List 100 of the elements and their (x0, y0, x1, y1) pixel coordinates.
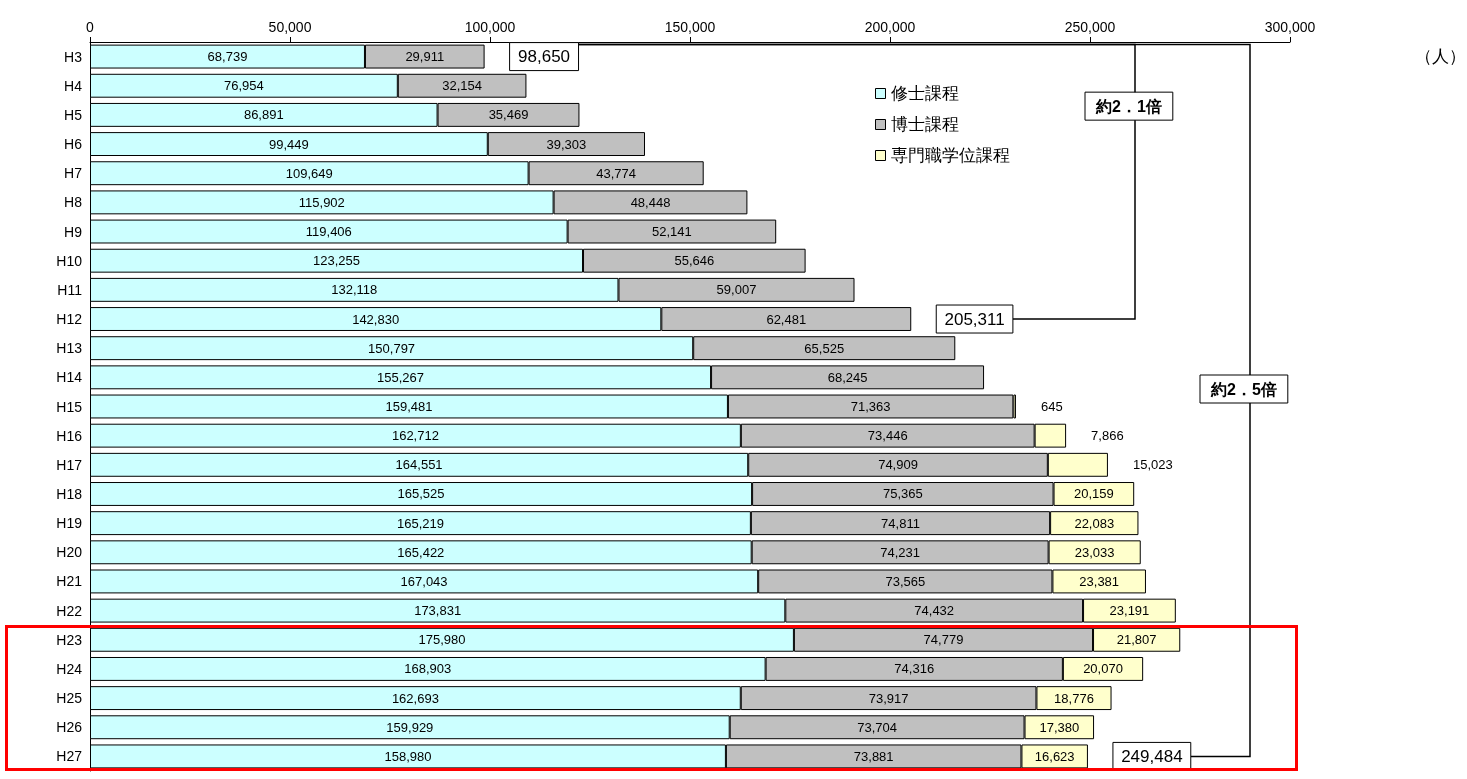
y-tick-label: H22 (56, 602, 83, 619)
y-tick-label: H26 (56, 719, 83, 736)
data-label: 99,449 (269, 136, 309, 152)
y-tick-label: H23 (56, 631, 83, 648)
x-tick-label: 250,000 (1064, 19, 1116, 35)
x-tick-label: 300,000 (1264, 19, 1316, 35)
legend-label: 修士課程 (890, 84, 959, 103)
annotation: 98,650 (518, 47, 571, 67)
data-label: 109,649 (285, 165, 333, 181)
y-tick-label: H20 (56, 544, 83, 561)
annotation: 約2．1倍 (1095, 97, 1162, 115)
data-label: 23,033 (1074, 544, 1115, 560)
y-tick-label: H10 (56, 252, 83, 269)
data-label: 162,712 (391, 428, 439, 444)
data-label: 73,446 (867, 428, 908, 444)
y-tick-label: H25 (56, 690, 83, 707)
y-tick-label: H17 (56, 456, 83, 473)
y-tick-label: H11 (57, 281, 83, 298)
data-label: 74,432 (914, 603, 955, 619)
data-label: 76,954 (224, 78, 264, 94)
data-label: 165,525 (397, 486, 445, 502)
x-tick-label: 0 (86, 19, 95, 35)
data-label: 168,903 (404, 661, 452, 677)
data-label: 55,646 (674, 253, 715, 269)
data-label: 32,154 (442, 78, 483, 94)
data-label: 73,917 (868, 690, 909, 706)
data-label: 20,070 (1083, 661, 1123, 677)
data-label: 15,023 (1132, 457, 1173, 473)
data-label: 173,831 (414, 603, 462, 619)
data-label: 142,830 (352, 311, 400, 327)
y-tick-label: H14 (56, 369, 83, 386)
data-label: 74,811 (881, 515, 920, 531)
data-label: 62,481 (766, 311, 807, 327)
legend-label: 博士課程 (890, 115, 959, 134)
data-label: 52,141 (652, 224, 692, 240)
data-label: 74,231 (880, 544, 921, 560)
data-label: 73,704 (857, 719, 898, 735)
y-tick-label: H5 (64, 106, 83, 123)
data-label: 20,159 (1074, 486, 1114, 502)
data-label: 29,911 (405, 49, 445, 65)
legend-label: 専門職学位課程 (890, 146, 1010, 165)
data-label: 74,909 (878, 457, 918, 473)
data-label: 132,118 (331, 282, 378, 298)
y-tick-label: H27 (56, 748, 83, 765)
data-label: 115,902 (298, 194, 345, 210)
data-label: 7,866 (1091, 428, 1124, 444)
annotation: 249,484 (1121, 746, 1183, 766)
data-label: 39,303 (546, 136, 587, 152)
data-label: 155,267 (377, 369, 425, 385)
data-label: 16,623 (1034, 748, 1075, 764)
y-tick-label: H24 (56, 660, 83, 677)
data-label: 68,245 (827, 369, 868, 385)
data-label: 23,191 (1109, 603, 1150, 619)
data-label: 73,565 (885, 573, 926, 589)
data-label: 71,363 (850, 399, 891, 414)
x-tick-label: 200,000 (864, 19, 916, 35)
x-tick-label: 150,000 (664, 19, 716, 35)
data-label: 159,481 (385, 399, 433, 414)
annotation: 約2．5倍 (1210, 380, 1277, 398)
data-label: 150,797 (368, 340, 416, 356)
data-label: 35,469 (488, 107, 529, 123)
y-tick-label: H6 (64, 136, 83, 153)
text: （人） (1414, 47, 1466, 67)
y-tick-label: H4 (64, 77, 83, 94)
x-tick-label: 100,000 (464, 19, 516, 35)
data-label: 86,891 (243, 107, 284, 123)
data-label: 17,380 (1039, 719, 1080, 735)
data-label: 165,219 (396, 515, 444, 531)
data-label: 159,929 (386, 719, 434, 735)
y-tick-label: H19 (56, 515, 83, 532)
data-label: 23,381 (1079, 573, 1120, 589)
data-label: 162,693 (391, 690, 439, 706)
data-label: 119,406 (305, 224, 352, 240)
y-tick-label: H16 (56, 427, 83, 444)
y-tick-label: H9 (64, 223, 83, 240)
data-label: 167,043 (400, 573, 448, 589)
y-tick-label: H3 (64, 48, 83, 65)
data-label: 18,776 (1054, 690, 1094, 706)
data-label: 73,881 (853, 748, 894, 764)
data-label: 75,365 (882, 486, 923, 502)
data-label: 43,774 (596, 165, 637, 181)
data-label: 48,448 (630, 194, 671, 210)
data-label: 65,525 (804, 340, 845, 356)
data-label: 123,255 (313, 253, 361, 269)
data-label: 165,422 (397, 544, 445, 560)
y-tick-label: H13 (56, 340, 83, 357)
x-tick-label: 50,000 (268, 19, 312, 35)
data-label: 645 (1040, 399, 1063, 414)
data-label: 68,739 (207, 49, 248, 65)
data-label: 164,551 (395, 457, 443, 473)
y-tick-label: H18 (56, 485, 83, 502)
y-tick-label: H12 (56, 311, 83, 328)
data-label: 59,007 (716, 282, 757, 298)
data-label: 74,779 (923, 632, 964, 648)
y-tick-label: H7 (64, 165, 83, 182)
data-label: 74,316 (894, 661, 935, 677)
y-tick-label: H8 (64, 194, 83, 211)
data-label: 175,980 (418, 632, 466, 648)
data-label: 22,083 (1074, 515, 1115, 531)
annotation: 205,311 (944, 309, 1005, 329)
